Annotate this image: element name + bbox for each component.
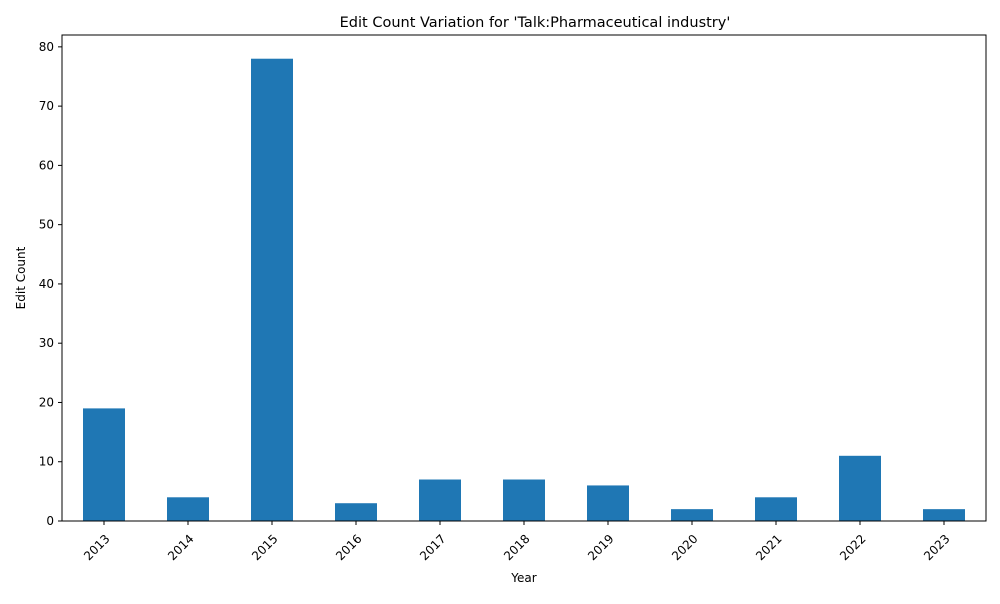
x-tick-label-2017: 2017 <box>417 532 448 563</box>
bars <box>83 58 965 522</box>
x-tick-label-2013: 2013 <box>81 532 112 563</box>
x-tick-label-2019: 2019 <box>585 532 616 563</box>
y-tick-label-20: 20 <box>39 395 54 409</box>
x-tick-label-2018: 2018 <box>501 532 532 563</box>
bar-2018 <box>503 479 545 521</box>
y-tick-label-60: 60 <box>39 158 54 172</box>
y-tick-label-70: 70 <box>39 99 54 113</box>
bar-2014 <box>167 497 209 521</box>
y-tick-label-0: 0 <box>46 514 54 528</box>
y-tick-label-40: 40 <box>39 277 54 291</box>
x-axis: 2013 2014 2015 2016 2017 2018 2019 2020 2021 2022… <box>81 521 953 563</box>
bar-2013 <box>83 408 125 521</box>
plot-frame <box>61 34 987 522</box>
bar-2019 <box>587 485 629 521</box>
bar-2016 <box>335 503 377 521</box>
y-axis: 0 10 20 30 40 50 60 70 80 <box>39 40 62 528</box>
x-tick-label-2016: 2016 <box>333 532 364 563</box>
bar-2023 <box>923 509 965 521</box>
x-tick-label-2022: 2022 <box>837 532 868 563</box>
x-tick-label-2023: 2023 <box>921 532 952 563</box>
bar-2017 <box>419 479 461 521</box>
chart-title: Edit Count Variation for 'Talk:Pharmaceu… <box>340 15 731 31</box>
x-tick-label-2015: 2015 <box>249 532 280 563</box>
x-tick-label-2021: 2021 <box>753 532 784 563</box>
y-tick-label-30: 30 <box>39 336 54 350</box>
bar-2015 <box>251 58 293 522</box>
x-tick-label-2020: 2020 <box>669 532 700 563</box>
bar-2022 <box>839 455 881 521</box>
y-tick-label-10: 10 <box>39 455 54 469</box>
y-tick-label-80: 80 <box>39 40 54 54</box>
x-axis-label: Year <box>510 571 536 585</box>
y-axis-label: Edit Count <box>14 246 28 309</box>
x-tick-label-2014: 2014 <box>165 532 196 563</box>
bar-2021 <box>755 497 797 521</box>
y-tick-label-50: 50 <box>39 218 54 232</box>
bar-2020 <box>671 509 713 521</box>
